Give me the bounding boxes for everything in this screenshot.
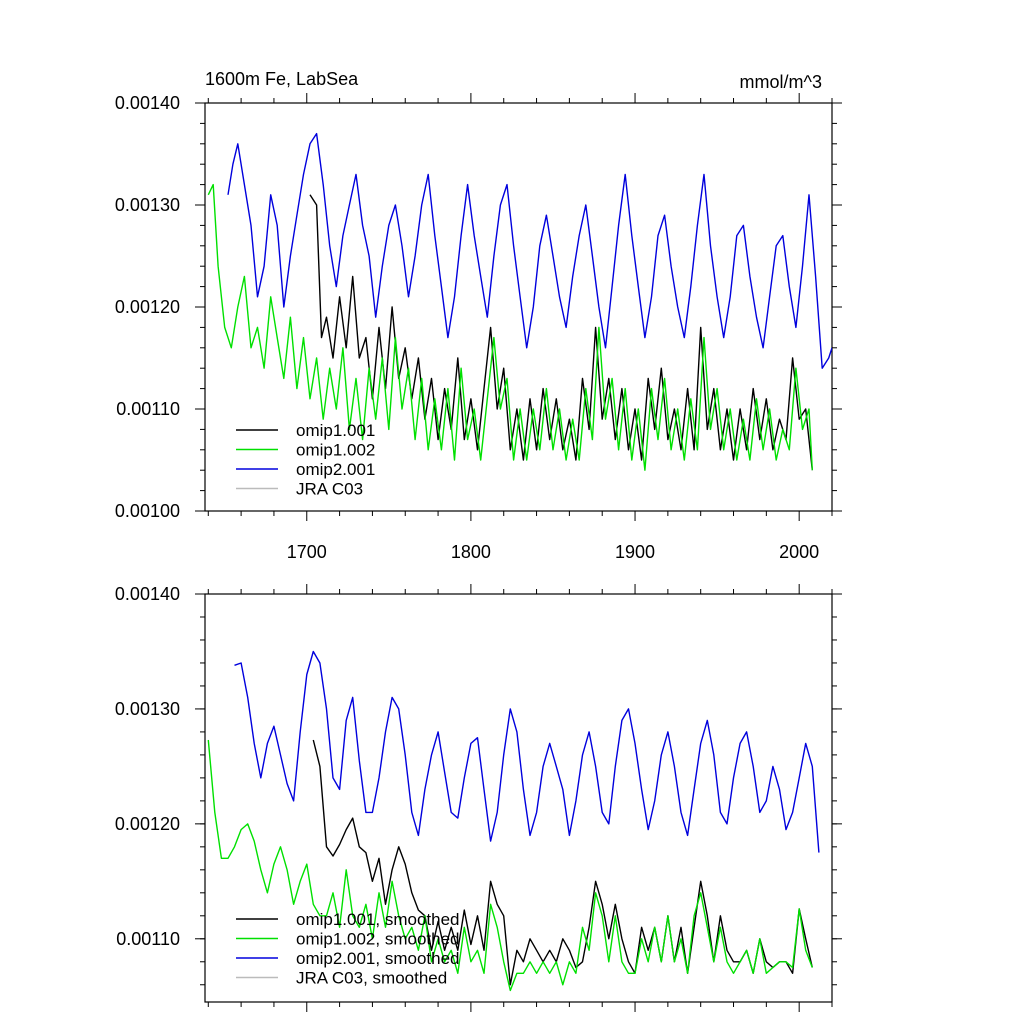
x-tick-label: 2000 [779,542,819,562]
chart-panel-bottom: 0.00110 0.00120 0.00130 0.00140 omip1.001, s… [115,584,842,1012]
y-tick-label: 0.00120 [115,814,180,834]
y-tick-label: 0.00100 [115,501,180,521]
y-tick-label: 0.00130 [115,195,180,215]
x-tick-label: 1700 [287,542,327,562]
series-group [207,650,820,992]
y-tick-label: 0.00120 [115,297,180,317]
legend-label: omip2.001, smoothed [296,949,460,968]
y-tick-label: 0.00130 [115,699,180,719]
series-line-omip1-002-smoothed [207,739,813,992]
series-line-omip1-001 [309,194,813,471]
chart-units: mmol/m^3 [740,72,822,92]
series-line-omip2-001 [227,132,832,369]
series-line-omip1-001-smoothed [312,739,813,986]
legend-label: omip1.001 [296,421,375,440]
y-tick-label: 0.00110 [116,929,180,949]
plot-frame [204,593,833,1003]
legend-label: omip1.002 [296,441,375,460]
legend-label: JRA C03 [296,480,363,499]
y-tick-label: 0.00140 [115,93,180,113]
legend-label: omip1.002, smoothed [296,930,460,949]
chart-panel-top: 1700 1800 1900 2000 0.00100 0.00110 0.00120 0.0… [115,69,842,562]
legend-label: omip2.001 [296,460,375,479]
series-line-omip1-002 [207,183,813,471]
y-tick-label: 0.00140 [115,584,180,604]
chart-title: 1600m Fe, LabSea [205,69,359,89]
x-tick-label: 1800 [451,542,491,562]
series-group [207,132,832,471]
y-tick-label: 0.00110 [116,399,180,419]
legend-label: omip1.001, smoothed [296,910,460,929]
series-line-omip2-001-smoothed [234,650,820,853]
x-tick-label: 1900 [615,542,655,562]
legend-label: JRA C03, smoothed [296,969,447,988]
